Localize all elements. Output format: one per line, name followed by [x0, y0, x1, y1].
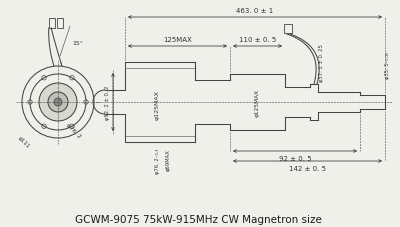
Text: φ92. 2 ± 0. 2: φ92. 2 ± 0. 2 [105, 85, 110, 120]
Text: φ57. 1 ± 0. 25: φ57. 1 ± 0. 25 [320, 44, 324, 81]
Text: φ69MAX: φ69MAX [166, 148, 170, 170]
Circle shape [54, 99, 62, 106]
Text: 92 ± 0. 5: 92 ± 0. 5 [279, 155, 311, 161]
Text: φ76. 2: φ76. 2 [65, 122, 81, 138]
Text: 125MAX: 125MAX [163, 37, 192, 43]
Text: φ35. 5₋₀.₃₅: φ35. 5₋₀.₃₅ [386, 51, 390, 78]
Text: 15°: 15° [72, 41, 83, 46]
Text: φ111: φ111 [17, 134, 31, 148]
Bar [49, 19, 55, 29]
Circle shape [48, 93, 68, 113]
Text: φ76. 2₋₀.₃: φ76. 2₋₀.₃ [156, 148, 160, 173]
Text: φ125MAX: φ125MAX [154, 90, 160, 119]
Text: GCWM-9075 75kW-915MHz CW Magnetron size: GCWM-9075 75kW-915MHz CW Magnetron size [74, 214, 322, 224]
Text: 463. 0 ± 1: 463. 0 ± 1 [236, 8, 274, 14]
Circle shape [39, 84, 77, 121]
Bar [57, 19, 63, 29]
Text: 142 ± 0. 5: 142 ± 0. 5 [289, 165, 326, 171]
Text: φ125MAX: φ125MAX [255, 89, 260, 116]
Text: 110 ± 0. 5: 110 ± 0. 5 [239, 37, 276, 43]
Bar [284, 25, 292, 34]
